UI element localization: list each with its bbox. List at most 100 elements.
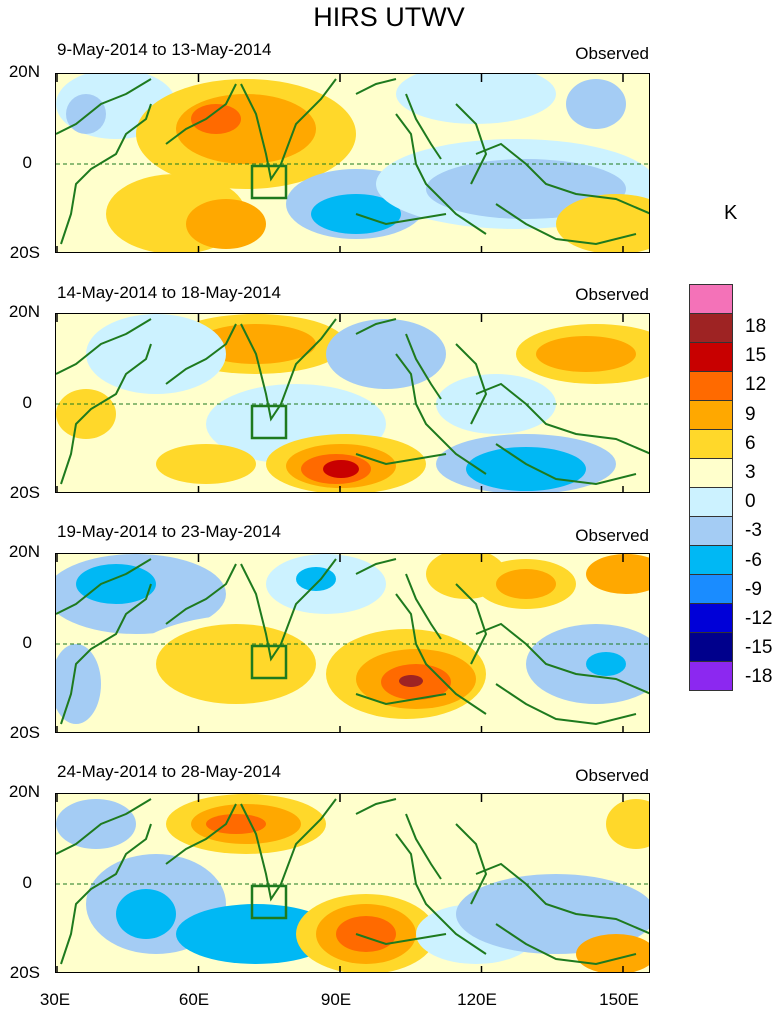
lat-label-20s-p4: 20S xyxy=(9,963,40,982)
coastline xyxy=(455,103,488,185)
map-panel-1-svg xyxy=(56,74,649,252)
colorbar-label: 0 xyxy=(745,491,756,513)
coastline xyxy=(405,813,442,880)
coastline xyxy=(240,558,337,662)
coastline xyxy=(165,83,237,145)
map-panel-3 xyxy=(55,553,650,733)
anomaly-contour xyxy=(156,624,316,704)
colorbar-label: 15 xyxy=(745,345,767,367)
colorbar-swatch xyxy=(689,371,733,401)
coastline xyxy=(355,78,397,95)
panel-3-date: 19-May-2014 to 23-May-2014 xyxy=(57,522,281,541)
anomaly-contour xyxy=(156,444,256,484)
coastline xyxy=(240,798,337,902)
coastline xyxy=(355,318,397,335)
colorbar-label: -9 xyxy=(745,578,762,600)
panel-1-date: 9-May-2014 to 13-May-2014 xyxy=(57,40,272,59)
coastline xyxy=(495,923,637,966)
coastline xyxy=(405,93,442,160)
anomaly-contour xyxy=(436,374,556,434)
anomaly-contour xyxy=(456,874,649,954)
coastline xyxy=(405,573,442,640)
coastline xyxy=(495,443,637,486)
lon-label-60e: 60E xyxy=(178,990,210,1009)
map-panel-3-svg xyxy=(56,554,649,732)
coastline xyxy=(56,558,152,615)
anomaly-contour xyxy=(86,314,226,394)
anomaly-contour xyxy=(576,934,649,972)
lat-label-20s-p3: 20S xyxy=(9,723,40,742)
lon-label-120e: 120E xyxy=(457,990,497,1009)
target-box xyxy=(250,644,288,680)
coastline xyxy=(60,103,152,245)
lat-label-20s-p1: 20S xyxy=(9,243,40,262)
coastline xyxy=(355,933,447,946)
colorbar-label: 18 xyxy=(745,316,767,337)
map-panel-1 xyxy=(55,73,650,253)
colorbar-label: -18 xyxy=(745,666,773,688)
coastline xyxy=(355,798,397,815)
anomaly-contour xyxy=(586,652,626,676)
anomaly-contour xyxy=(326,319,446,389)
anomaly-contour xyxy=(206,814,266,834)
map-panel-2 xyxy=(55,313,650,493)
lon-label-90e: 90E xyxy=(320,990,352,1009)
map-panel-4-svg xyxy=(56,794,649,972)
colorbar-swatch xyxy=(689,400,733,430)
coastline xyxy=(165,323,237,385)
anomaly-contour xyxy=(191,104,241,134)
colorbar-swatch xyxy=(689,342,733,372)
coastline xyxy=(240,78,337,182)
anomaly-contour xyxy=(323,460,359,478)
coastline xyxy=(475,622,649,695)
colorbar-swatch xyxy=(689,545,733,575)
anomaly-contour xyxy=(176,904,336,964)
coastline xyxy=(56,78,152,135)
map-panel-2-svg xyxy=(56,314,649,492)
anomaly-contour xyxy=(399,675,423,687)
target-box xyxy=(250,404,288,440)
panel-2-date: 14-May-2014 to 18-May-2014 xyxy=(57,283,281,302)
anomaly-contour xyxy=(566,79,626,129)
anomaly-contour xyxy=(296,567,336,591)
coastline xyxy=(355,453,447,466)
coastline xyxy=(495,203,637,246)
colorbar-swatch xyxy=(689,574,733,604)
lat-label-0-p2: 0 xyxy=(22,393,32,412)
colorbar-label: -3 xyxy=(745,520,762,542)
anomaly-contour xyxy=(496,569,556,599)
coastline xyxy=(395,353,487,475)
colorbar-swatch xyxy=(689,284,733,314)
colorbar-label: 3 xyxy=(745,462,756,483)
coastline xyxy=(355,558,397,575)
panel-1-label: Observed xyxy=(575,44,649,63)
colorbar-label: 6 xyxy=(745,432,756,454)
coastline xyxy=(60,823,152,965)
lon-label-150e: 150E xyxy=(599,990,639,1009)
colorbar xyxy=(689,284,733,691)
anomaly-contour xyxy=(336,916,396,952)
lat-label-0-p1: 0 xyxy=(22,153,32,172)
panel-3-label: Observed xyxy=(575,526,649,545)
panel-4-date: 24-May-2014 to 28-May-2014 xyxy=(57,762,281,781)
lat-label-20n-p3: 20N xyxy=(8,542,40,561)
target-box xyxy=(250,164,288,200)
coastline xyxy=(165,803,237,865)
coastline xyxy=(395,593,487,715)
colorbar-label: -6 xyxy=(745,549,762,571)
colorbar-label: 12 xyxy=(745,374,767,396)
coastline xyxy=(395,113,487,235)
coastline xyxy=(455,583,488,665)
coastline xyxy=(405,333,442,400)
anomaly-contour xyxy=(186,199,266,249)
lat-label-20n-p1: 20N xyxy=(8,62,40,81)
lat-label-20n-p4: 20N xyxy=(8,782,40,801)
colorbar-unit: K xyxy=(724,202,738,224)
anomaly-contour xyxy=(536,336,636,372)
coastline xyxy=(56,798,152,855)
panel-2-label: Observed xyxy=(575,285,649,304)
colorbar-label: -15 xyxy=(745,637,773,659)
colorbar-swatch xyxy=(689,516,733,546)
coastline xyxy=(475,382,649,455)
figure-title: HIRS UTWV xyxy=(313,2,465,32)
